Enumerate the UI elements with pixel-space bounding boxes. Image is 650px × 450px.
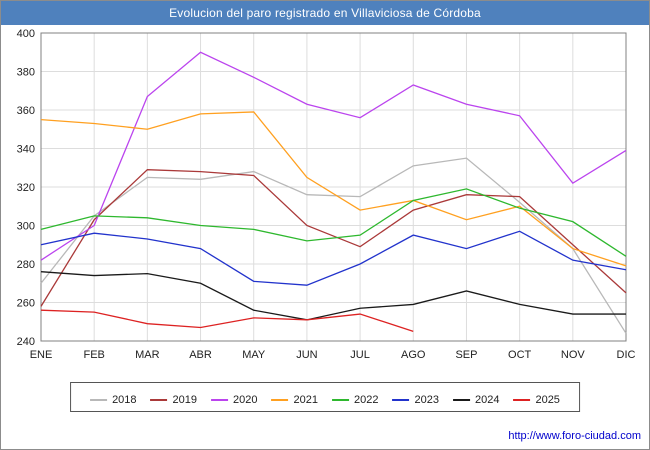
legend-item-2020: 2020 — [211, 394, 258, 406]
legend-label-2025: 2025 — [535, 394, 560, 406]
series-line-2021 — [40, 111, 627, 267]
legend-swatch-2023 — [392, 399, 410, 401]
legend-swatch-2024 — [452, 399, 470, 401]
y-tick-label: 240 — [17, 336, 35, 348]
legend-item-2018: 2018 — [90, 394, 137, 406]
y-tick-label: 300 — [17, 221, 35, 233]
series-line-2020 — [40, 51, 627, 261]
legend-swatch-2022 — [332, 399, 349, 401]
y-tick-label: 380 — [17, 67, 35, 79]
plot-border — [40, 32, 627, 342]
legend-swatch-2020 — [211, 399, 229, 401]
legend-swatch-2025 — [513, 399, 531, 401]
x-tick-label: NOV — [561, 349, 586, 361]
x-tick-label: ENE — [30, 349, 53, 361]
legend-label-2020: 2020 — [233, 394, 258, 406]
series-line-2019 — [40, 169, 627, 307]
legend-label-2019: 2019 — [172, 394, 198, 406]
series-line-2024 — [40, 271, 626, 321]
legend-swatch-2019 — [150, 399, 168, 401]
x-tick-label: AGO — [401, 349, 426, 361]
x-tick-label: JUL — [350, 349, 370, 361]
legend-label-2022: 2022 — [354, 394, 379, 406]
x-tick-label: MAY — [242, 349, 266, 361]
legend-swatch-2018 — [90, 399, 108, 401]
legend-item-2023: 2023 — [392, 394, 439, 406]
chart-title: Evolucion del paro registrado en Villavi… — [1, 1, 649, 25]
x-tick-label: MAR — [135, 349, 160, 361]
legend-label-2024: 2024 — [474, 394, 500, 406]
x-tick-label: JUN — [296, 349, 317, 361]
series-line-2023 — [40, 230, 627, 286]
series-line-2018 — [40, 157, 627, 334]
legend-item-2024: 2024 — [452, 394, 500, 406]
x-tick-label: ABR — [189, 349, 212, 361]
legend-item-2025: 2025 — [513, 394, 560, 406]
x-tick-label: SEP — [455, 349, 477, 361]
y-tick-label: 360 — [17, 105, 35, 117]
line-chart: 240 260 280 300 320 340 360 380 400 ENE FEB MAR ABR M… — [17, 28, 636, 361]
y-tick-label: 400 — [17, 28, 35, 40]
legend-label-2021: 2021 — [293, 394, 318, 406]
legend-swatch-2021 — [271, 399, 289, 401]
x-tick-label: OCT — [508, 349, 532, 361]
footer-url[interactable]: http://www.foro-ciudad.com — [508, 430, 641, 442]
y-tick-label: 320 — [17, 182, 35, 194]
y-tick-label: 260 — [17, 298, 35, 310]
legend-item-2019: 2019 — [150, 394, 198, 406]
legend-label-2023: 2023 — [414, 394, 439, 406]
x-tick-label: FEB — [83, 349, 104, 361]
legend-item-2021: 2021 — [271, 394, 318, 406]
series-line-2022 — [40, 188, 627, 257]
legend-item-2022: 2022 — [332, 394, 378, 406]
legend-label-2018: 2018 — [112, 394, 137, 406]
y-tick-label: 280 — [17, 259, 35, 271]
x-tick-label: DIC — [617, 349, 636, 361]
legend: 2018 2019 2020 2021 2022 2023 2024 2025 — [70, 382, 580, 412]
y-tick-label: 340 — [17, 144, 35, 156]
series-line-2025 — [40, 309, 414, 332]
